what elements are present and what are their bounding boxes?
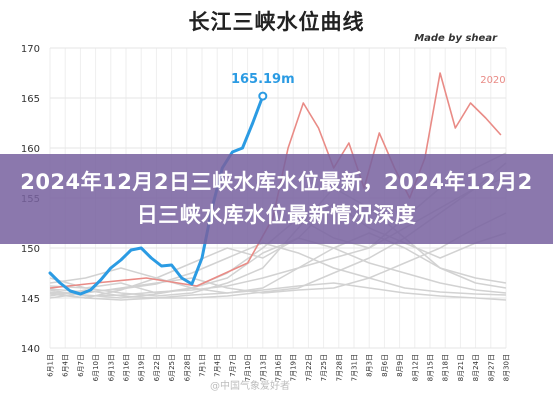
x-tick-label: 6月19日: [138, 354, 146, 381]
series-2024-endpoint: [258, 91, 268, 101]
x-tick-label: 7月16日: [275, 354, 283, 381]
history-series-line: [49, 282, 507, 301]
series-2024-annotation: 165.19m: [231, 72, 295, 87]
history-series-line: [49, 212, 507, 299]
y-tick-label: 165: [21, 94, 40, 105]
watermark-text: @中国气象爱好者: [210, 381, 290, 392]
history-series-line: [49, 232, 507, 294]
chart-title: 长江三峡水位曲线: [188, 10, 365, 34]
x-tick-label: 6月13日: [107, 354, 115, 381]
x-tick-label: 7月25日: [320, 354, 328, 381]
x-tick-label: 8月24日: [472, 354, 480, 381]
y-tick-label: 170: [21, 44, 40, 55]
x-tick-label: 7月19日: [290, 354, 298, 381]
x-tick-label: 6月10日: [92, 354, 100, 381]
series-2020-label: 2020: [480, 75, 505, 86]
x-tick-label: 7月1日: [199, 354, 207, 377]
x-tick-label: 8月15日: [427, 354, 435, 381]
x-tick-label: 8月30日: [503, 354, 511, 381]
y-tick-label: 140: [21, 344, 40, 355]
x-tick-label: 7月4日: [214, 354, 222, 377]
x-tick-label: 7月31日: [351, 354, 359, 381]
x-tick-label: 7月7日: [229, 354, 237, 377]
x-tick-label: 8月18日: [442, 354, 450, 381]
x-tick-label: 6月1日: [47, 354, 55, 377]
x-tick-label: 6月25日: [168, 354, 176, 381]
x-tick-label: 6月22日: [153, 354, 161, 381]
y-tick-label: 150: [21, 244, 40, 255]
history-series-line: [49, 242, 507, 296]
y-tick-label: 145: [21, 294, 40, 305]
x-tick-label: 6月7日: [77, 354, 85, 377]
x-tick-label: 6月4日: [62, 354, 70, 377]
x-tick-label: 8月9日: [396, 354, 404, 377]
x-tick-label: 7月13日: [259, 354, 267, 381]
headline-banner: 2024年12月2日三峡水库水位最新，2024年12月2日三峡水库水位最新情况深…: [0, 154, 553, 244]
x-tick-label: 7月10日: [244, 354, 252, 381]
x-tick-label: 8月12日: [411, 354, 419, 381]
x-tick-label: 6月16日: [123, 354, 131, 381]
credit-text: Made by shear: [414, 33, 497, 44]
headline-text: 2024年12月2日三峡水库水位最新，2024年12月2日三峡水库水位最新情况深…: [20, 170, 533, 227]
x-tick-label: 6月28日: [183, 354, 191, 381]
y-tick-label: 160: [21, 144, 40, 155]
x-tick-label: 7月22日: [305, 354, 313, 381]
x-tick-label: 7月28日: [335, 354, 343, 381]
history-series-line: [49, 237, 507, 299]
x-tick-label: 8月27日: [487, 354, 495, 381]
x-tick-label: 8月21日: [457, 354, 465, 381]
series-2020-line: [49, 72, 502, 289]
x-tick-label: 8月3日: [366, 354, 374, 377]
x-tick-label: 8月6日: [381, 354, 389, 377]
